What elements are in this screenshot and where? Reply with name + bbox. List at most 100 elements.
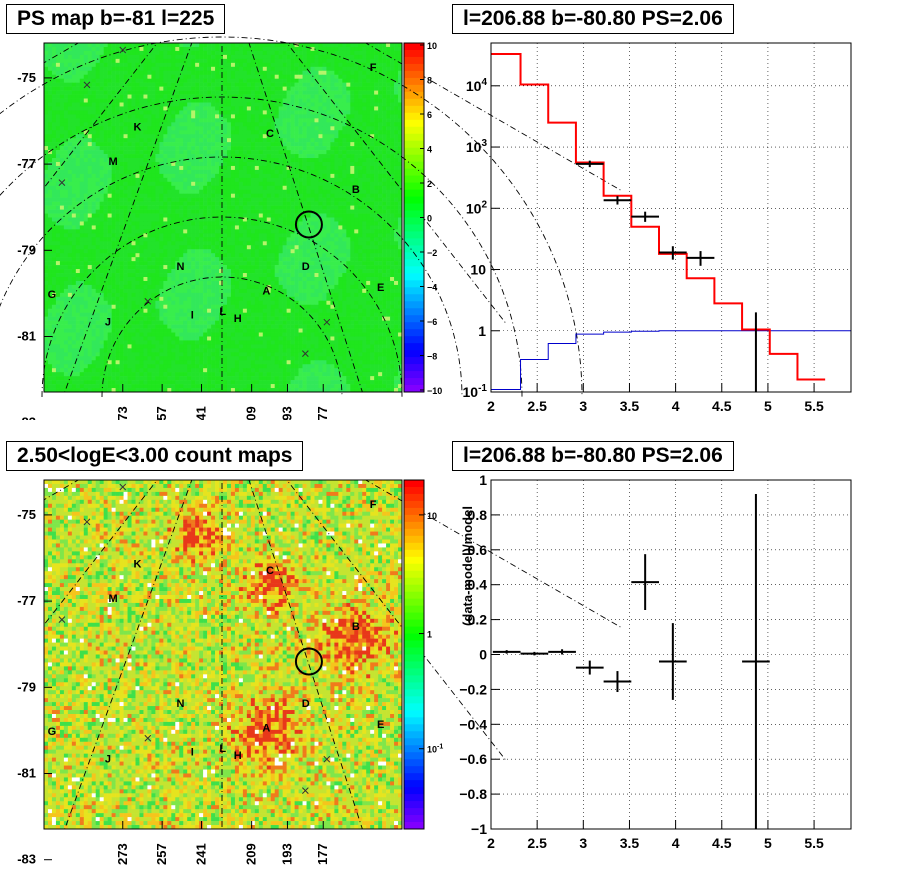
source-label-a: A bbox=[262, 722, 270, 734]
source-label-g: G bbox=[48, 289, 57, 301]
residual-point bbox=[742, 493, 770, 829]
cross-marker bbox=[144, 297, 152, 305]
title-count-map: 2.50<logE<3.00 count maps bbox=[6, 441, 304, 471]
residual-point bbox=[603, 671, 632, 693]
residual-point bbox=[659, 623, 687, 700]
x-tick-label: 5 bbox=[764, 835, 772, 851]
x-tick-label: 273 bbox=[115, 843, 130, 865]
cross-marker bbox=[119, 46, 127, 54]
y-tick-label: -83 bbox=[17, 852, 36, 867]
source-label-n: N bbox=[176, 261, 184, 273]
colorbar-tick-label: −10 bbox=[427, 386, 442, 396]
source-label-h: H bbox=[234, 750, 242, 762]
colorbar-tick-label: 8 bbox=[427, 76, 432, 86]
source-label-f: F bbox=[370, 62, 377, 74]
y-axis-label: (data-model)/model bbox=[460, 506, 475, 626]
x-tick-label: 193 bbox=[279, 843, 294, 865]
y-tick-label: −0.8 bbox=[459, 786, 487, 802]
x-tick-label: 3 bbox=[579, 398, 587, 414]
x-tick-label: 4.5 bbox=[712, 835, 732, 851]
source-label-m: M bbox=[108, 156, 117, 168]
target-circle bbox=[294, 210, 323, 239]
cross-marker bbox=[83, 81, 91, 89]
cross-marker bbox=[83, 518, 91, 526]
cross-marker bbox=[144, 734, 152, 742]
x-tick-label: 2.5 bbox=[527, 398, 547, 414]
x-tick-label: 177 bbox=[315, 843, 330, 865]
y-tick-label: 1 bbox=[478, 323, 486, 339]
colorbar-tick-label: 10-1 bbox=[427, 744, 443, 755]
cross-marker bbox=[323, 755, 331, 763]
x-tick-label: 209 bbox=[244, 843, 259, 865]
y-tick-label: -81 bbox=[17, 766, 36, 781]
source-label-j: J bbox=[105, 317, 111, 329]
colorbar-tick-label: 1 bbox=[427, 630, 432, 640]
data-point bbox=[631, 211, 659, 222]
source-label-i: I bbox=[191, 747, 194, 759]
y-tick-label: 104 bbox=[466, 77, 488, 94]
y-tick-label: 102 bbox=[466, 199, 488, 216]
x-tick-label: 3.5 bbox=[620, 835, 640, 851]
colorbar-tick-label: 4 bbox=[427, 145, 432, 155]
y-tick-label: 103 bbox=[466, 138, 488, 155]
y-tick-label: -77 bbox=[17, 593, 36, 608]
source-label-k: K bbox=[134, 558, 142, 570]
cross-marker bbox=[58, 179, 66, 186]
x-tick-label: 5 bbox=[764, 398, 772, 414]
residual-point bbox=[631, 554, 659, 611]
source-label-a: A bbox=[262, 285, 270, 297]
source-label-k: K bbox=[134, 121, 142, 133]
x-tick-label: 5.5 bbox=[804, 835, 824, 851]
y-tick-label: -79 bbox=[17, 242, 36, 257]
x-tick-label: 257 bbox=[154, 843, 169, 865]
data-point bbox=[659, 246, 687, 260]
source-label-d: D bbox=[302, 261, 310, 273]
source-label-g: G bbox=[48, 726, 57, 738]
ps-map-plot: FKCMBDNGEAJILH-75-77-79-81-8327325724120… bbox=[0, 0, 621, 452]
title-spectrum: l=206.88 b=-80.80 PS=2.06 bbox=[452, 4, 734, 34]
y-tick-label: 0.6 bbox=[468, 542, 488, 558]
x-tick-label: 4 bbox=[672, 835, 680, 851]
cross-marker bbox=[301, 787, 309, 794]
x-tick-label: 4 bbox=[672, 398, 680, 414]
colorbar-tick-label: 6 bbox=[427, 110, 432, 120]
source-label-b: B bbox=[352, 184, 360, 196]
cross-marker bbox=[58, 616, 66, 623]
colorbar-tick-label: 0 bbox=[427, 214, 432, 224]
x-tick-label: 2.5 bbox=[527, 835, 547, 851]
x-tick-label: 4.5 bbox=[712, 398, 732, 414]
source-label-l: L bbox=[219, 306, 226, 318]
source-label-i: I bbox=[191, 310, 194, 322]
colorbar-tick-label: −6 bbox=[427, 317, 437, 327]
model-line-blue bbox=[491, 330, 851, 390]
colorbar-tick-label: −2 bbox=[427, 248, 437, 258]
source-label-c: C bbox=[266, 565, 274, 577]
x-tick-label: 5.5 bbox=[804, 398, 824, 414]
y-tick-label: 0.2 bbox=[468, 612, 488, 628]
residual-point bbox=[548, 649, 576, 655]
x-tick-label: 2 bbox=[487, 398, 495, 414]
colorbar-tick-label: 10 bbox=[427, 41, 437, 51]
x-tick-label: 3 bbox=[579, 835, 587, 851]
y-tick-label: −0.4 bbox=[459, 716, 487, 732]
y-tick-label: -75 bbox=[17, 507, 36, 522]
residual-point bbox=[520, 651, 549, 656]
source-label-e: E bbox=[377, 719, 384, 731]
source-label-j: J bbox=[105, 754, 111, 766]
source-label-c: C bbox=[266, 128, 274, 140]
colorbar: 10 1 10-1 bbox=[403, 479, 443, 830]
source-label-d: D bbox=[302, 698, 310, 710]
data-point bbox=[603, 196, 632, 205]
y-tick-label: 1 bbox=[479, 472, 487, 488]
source-label-n: N bbox=[176, 698, 184, 710]
source-label-f: F bbox=[370, 499, 377, 511]
target-circle bbox=[294, 647, 323, 676]
y-tick-label: 0.8 bbox=[468, 507, 488, 523]
y-tick-label: 10 bbox=[470, 262, 486, 278]
x-tick-label: 241 bbox=[194, 843, 209, 865]
x-tick-label: 3.5 bbox=[620, 398, 640, 414]
y-tick-label: -77 bbox=[17, 156, 36, 171]
colorbar-tick-label: −4 bbox=[427, 283, 437, 293]
source-label-b: B bbox=[352, 621, 360, 633]
